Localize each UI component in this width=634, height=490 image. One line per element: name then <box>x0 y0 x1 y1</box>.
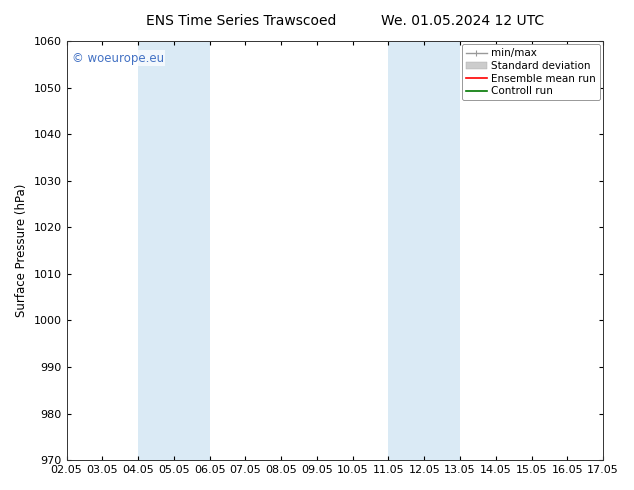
Legend: min/max, Standard deviation, Ensemble mean run, Controll run: min/max, Standard deviation, Ensemble me… <box>462 44 600 100</box>
Text: ENS Time Series Trawscoed: ENS Time Series Trawscoed <box>146 14 336 28</box>
Text: We. 01.05.2024 12 UTC: We. 01.05.2024 12 UTC <box>381 14 545 28</box>
Text: © woeurope.eu: © woeurope.eu <box>72 51 164 65</box>
Y-axis label: Surface Pressure (hPa): Surface Pressure (hPa) <box>15 184 28 318</box>
Bar <box>138 41 210 460</box>
Bar <box>389 41 460 460</box>
